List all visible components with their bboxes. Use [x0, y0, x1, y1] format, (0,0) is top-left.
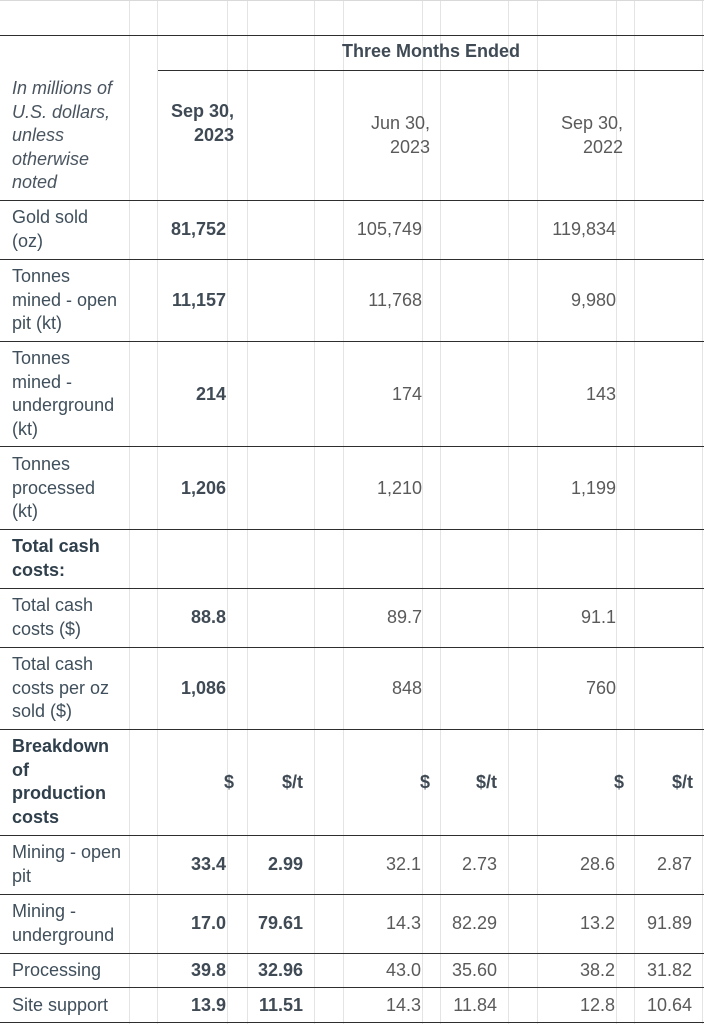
grid-line [508, 0, 509, 1024]
cash-costs-per-oz-jun-2023: 848 [391, 678, 422, 698]
row-label-tonnes-processed: Tonnes processed (kt) [12, 454, 96, 521]
row-label-cash-costs-per-oz: Total cash costs per oz sold ($) [12, 654, 110, 721]
section-heading-breakdown: Breakdown of production costs [12, 736, 110, 827]
tonnes-processed-sep-2022: 1,199 [570, 478, 616, 498]
grid-line [537, 0, 538, 1024]
period-header-sep-2023: Sep 30, 2023 [170, 101, 234, 145]
section-title: Three Months Ended [341, 41, 520, 61]
grid-line [227, 0, 228, 1024]
period-header-jun-2023: Jun 30, 2023 [370, 113, 430, 157]
site-support-cost: 14.3 [385, 995, 421, 1015]
processing-cost: 43.0 [385, 960, 421, 980]
currency-header-jun-2023: $ [419, 772, 430, 792]
table-rule [158, 70, 704, 71]
row-label-tonnes-mined-underground: Tonnes mined - underground (kt) [12, 348, 115, 439]
total-cash-costs-sep-2023: 88.8 [190, 607, 226, 627]
grid-line [129, 0, 130, 1024]
row-label-processing: Processing [12, 960, 102, 980]
gold-sold-sep-2023: 81,752 [170, 219, 226, 239]
mining-open-pit-per-tonne: 2.99 [267, 854, 303, 874]
section-heading-total-cash-costs: Total cash costs: [12, 536, 100, 580]
cash-costs-per-oz-sep-2023: 1,086 [180, 678, 226, 698]
mining-underground-cost: 17.0 [190, 913, 226, 933]
period-header-sep-2022: Sep 30, 2022 [560, 113, 623, 157]
processing-cost: 38.2 [579, 960, 615, 980]
open-pit-tonnes-sep-2023: 11,157 [171, 290, 226, 310]
table-rule [0, 835, 704, 836]
mining-underground-per-tonne: 82.29 [451, 913, 497, 933]
table-rule [0, 588, 704, 589]
table-rule [0, 1022, 704, 1023]
currency-header-sep-2023: $ [223, 772, 234, 792]
mining-open-pit-per-tonne: 2.87 [656, 854, 692, 874]
table-rule [0, 341, 704, 342]
per-tonne-header-sep-2023: $/t [281, 772, 303, 792]
underground-tonnes-sep-2022: 143 [585, 384, 616, 404]
grid-line [616, 0, 617, 1024]
site-support-per-tonne: 11.51 [258, 995, 303, 1015]
open-pit-tonnes-jun-2023: 11,768 [368, 290, 422, 310]
per-tonne-header-sep-2022: $/t [671, 772, 693, 792]
table-rule [0, 446, 704, 447]
grid-line [634, 0, 635, 1024]
processing-per-tonne: 35.60 [451, 960, 497, 980]
tonnes-processed-jun-2023: 1,210 [376, 478, 422, 498]
site-support-per-tonne: 10.64 [646, 995, 692, 1015]
mining-open-pit-cost: 32.1 [385, 854, 421, 874]
tonnes-processed-sep-2023: 1,206 [180, 478, 226, 498]
underground-tonnes-sep-2023: 214 [195, 384, 226, 404]
currency-header-sep-2022: $ [613, 772, 624, 792]
mining-open-pit-cost: 33.4 [190, 854, 226, 874]
mining-open-pit-cost: 28.6 [579, 854, 615, 874]
grid-line [157, 0, 158, 1024]
row-label-mining-open-pit: Mining - open pit [12, 842, 122, 886]
grid-line [247, 0, 248, 1024]
table-rule [0, 953, 704, 954]
per-tonne-header-jun-2023: $/t [475, 772, 497, 792]
table-rule [0, 894, 704, 895]
grid-line [314, 0, 315, 1024]
gold-sold-jun-2023: 105,749 [356, 219, 422, 239]
table-rule [0, 200, 704, 201]
mining-underground-per-tonne: 79.61 [257, 913, 303, 933]
table-rule [0, 529, 704, 530]
total-cash-costs-sep-2022: 91.1 [580, 607, 616, 627]
grid-line [343, 0, 344, 1024]
processing-per-tonne: 31.82 [646, 960, 692, 980]
site-support-cost: 12.8 [579, 995, 615, 1015]
grid-line [702, 0, 703, 1024]
mining-open-pit-per-tonne: 2.73 [461, 854, 497, 874]
row-label-gold-sold: Gold sold (oz) [12, 207, 89, 251]
site-support-per-tonne: 11.84 [453, 995, 497, 1015]
row-label-site-support: Site support [12, 995, 109, 1015]
total-cash-costs-jun-2023: 89.7 [386, 607, 422, 627]
underground-tonnes-jun-2023: 174 [391, 384, 422, 404]
table-border [0, 0, 704, 1]
row-label-mining-underground: Mining - underground [12, 901, 115, 945]
units-note: In millions of U.S. dollars, unless othe… [12, 78, 113, 192]
gold-sold-sep-2022: 119,834 [552, 219, 616, 239]
open-pit-tonnes-sep-2022: 9,980 [570, 290, 616, 310]
table-rule [0, 729, 704, 730]
processing-cost: 39.8 [190, 960, 226, 980]
table-rule [0, 35, 704, 36]
row-label-tonnes-mined-open-pit: Tonnes mined - open pit (kt) [12, 266, 118, 333]
row-label-total-cash-costs: Total cash costs ($) [12, 595, 94, 639]
site-support-cost: 13.9 [190, 995, 226, 1015]
grid-line [440, 0, 441, 1024]
grid-line [422, 0, 423, 1024]
table-rule [0, 987, 704, 988]
mining-underground-cost: 13.2 [579, 913, 615, 933]
table-rule [0, 259, 704, 260]
cash-costs-per-oz-sep-2022: 760 [585, 678, 616, 698]
processing-per-tonne: 32.96 [257, 960, 303, 980]
mining-underground-per-tonne: 91.89 [646, 913, 692, 933]
table-rule [0, 647, 704, 648]
mining-underground-cost: 14.3 [385, 913, 421, 933]
